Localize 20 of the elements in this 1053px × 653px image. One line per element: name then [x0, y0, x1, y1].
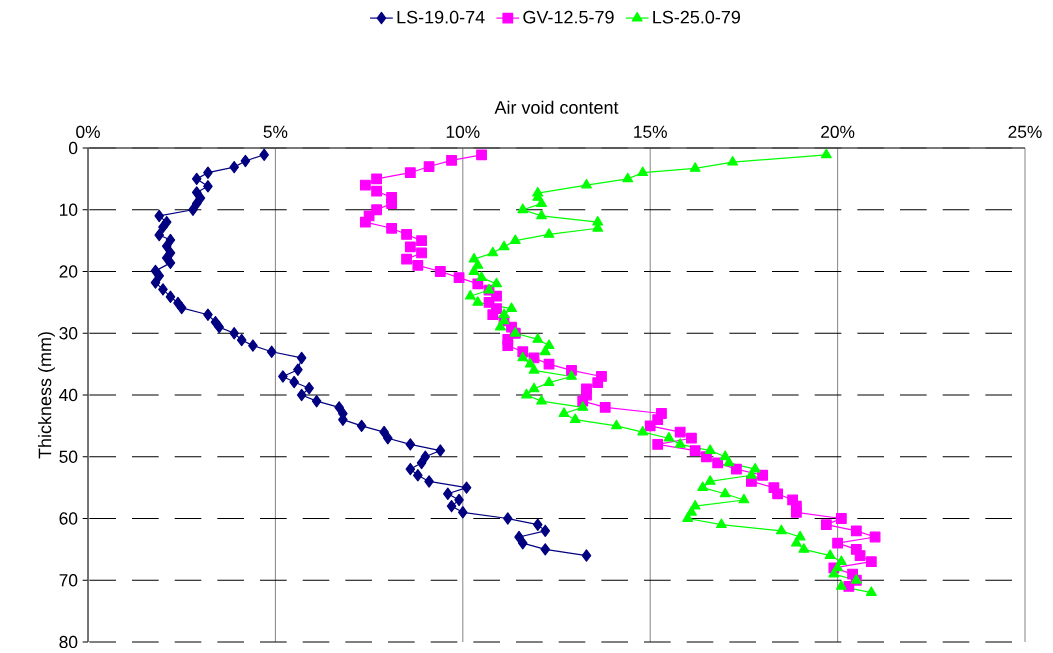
legend-label: GV-12.5-79 [523, 10, 614, 24]
legend-label: LS-19.0-74 [397, 10, 485, 24]
y-tick-label: 20 [59, 265, 78, 278]
x-tick-label: 10% [446, 125, 480, 138]
x-tick-label: 15% [634, 125, 667, 138]
x-tick-label: 20% [821, 125, 855, 138]
y-tick-label: 10 [60, 203, 78, 216]
y-tick-label: 0 [69, 141, 78, 155]
x-tick-label: 5% [263, 125, 288, 138]
y-tick-label: 70 [59, 574, 78, 587]
y-tick-label: 30 [59, 327, 78, 340]
x-tick-label: 25% [1008, 125, 1042, 138]
legend-label: LS-25.0-79 [653, 10, 740, 24]
x-axis-title: Air void content [494, 100, 619, 114]
y-tick-label: 80 [59, 635, 78, 649]
y-tick-label: 40 [59, 388, 78, 402]
x-tick-label: 0% [76, 125, 100, 138]
y-tick-label: 50 [59, 450, 78, 463]
y-tick-label: 60 [59, 512, 78, 525]
y-axis-title: Thickness (mm) [38, 332, 55, 459]
